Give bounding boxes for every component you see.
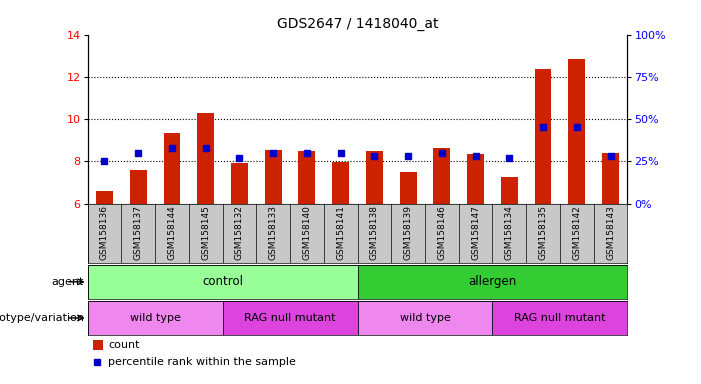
Bar bbox=[501, 177, 518, 204]
Bar bbox=[231, 164, 248, 204]
Bar bbox=[88, 265, 358, 299]
Text: GSM158136: GSM158136 bbox=[100, 205, 109, 260]
Text: RAG null mutant: RAG null mutant bbox=[244, 313, 336, 323]
Bar bbox=[299, 151, 315, 204]
Text: GSM158135: GSM158135 bbox=[538, 205, 547, 260]
Bar bbox=[93, 340, 103, 351]
Bar bbox=[366, 151, 383, 204]
Bar bbox=[197, 113, 214, 204]
Bar bbox=[569, 59, 585, 204]
Text: GSM158147: GSM158147 bbox=[471, 205, 480, 260]
Text: GSM158137: GSM158137 bbox=[134, 205, 143, 260]
Bar bbox=[602, 153, 619, 204]
Bar bbox=[130, 170, 147, 204]
Text: GSM158144: GSM158144 bbox=[168, 205, 177, 260]
Bar bbox=[492, 301, 627, 335]
Text: GSM158146: GSM158146 bbox=[437, 205, 447, 260]
Bar bbox=[163, 133, 180, 204]
Bar bbox=[358, 301, 492, 335]
Text: percentile rank within the sample: percentile rank within the sample bbox=[108, 357, 296, 367]
Bar bbox=[400, 172, 416, 204]
Bar bbox=[467, 154, 484, 204]
Text: wild type: wild type bbox=[130, 313, 181, 323]
Bar bbox=[96, 191, 113, 204]
Bar bbox=[88, 301, 223, 335]
Bar bbox=[223, 301, 358, 335]
Text: count: count bbox=[108, 340, 139, 350]
Text: GSM158134: GSM158134 bbox=[505, 205, 514, 260]
Text: agent: agent bbox=[52, 277, 84, 287]
Text: GSM158139: GSM158139 bbox=[404, 205, 413, 260]
Text: GSM158141: GSM158141 bbox=[336, 205, 345, 260]
Text: GSM158140: GSM158140 bbox=[302, 205, 311, 260]
Text: GSM158133: GSM158133 bbox=[268, 205, 278, 260]
Text: GSM158143: GSM158143 bbox=[606, 205, 615, 260]
Bar bbox=[265, 150, 282, 204]
Bar bbox=[535, 70, 552, 204]
Title: GDS2647 / 1418040_at: GDS2647 / 1418040_at bbox=[277, 17, 438, 31]
Text: GSM158138: GSM158138 bbox=[370, 205, 379, 260]
Text: allergen: allergen bbox=[468, 275, 517, 288]
Text: GSM158145: GSM158145 bbox=[201, 205, 210, 260]
Text: control: control bbox=[202, 275, 243, 288]
Text: RAG null mutant: RAG null mutant bbox=[514, 313, 606, 323]
Text: GSM158132: GSM158132 bbox=[235, 205, 244, 260]
Bar bbox=[358, 265, 627, 299]
Text: genotype/variation: genotype/variation bbox=[0, 313, 84, 323]
Bar bbox=[332, 162, 349, 204]
Text: GSM158142: GSM158142 bbox=[572, 205, 581, 260]
Text: wild type: wild type bbox=[400, 313, 451, 323]
Bar bbox=[433, 147, 450, 204]
